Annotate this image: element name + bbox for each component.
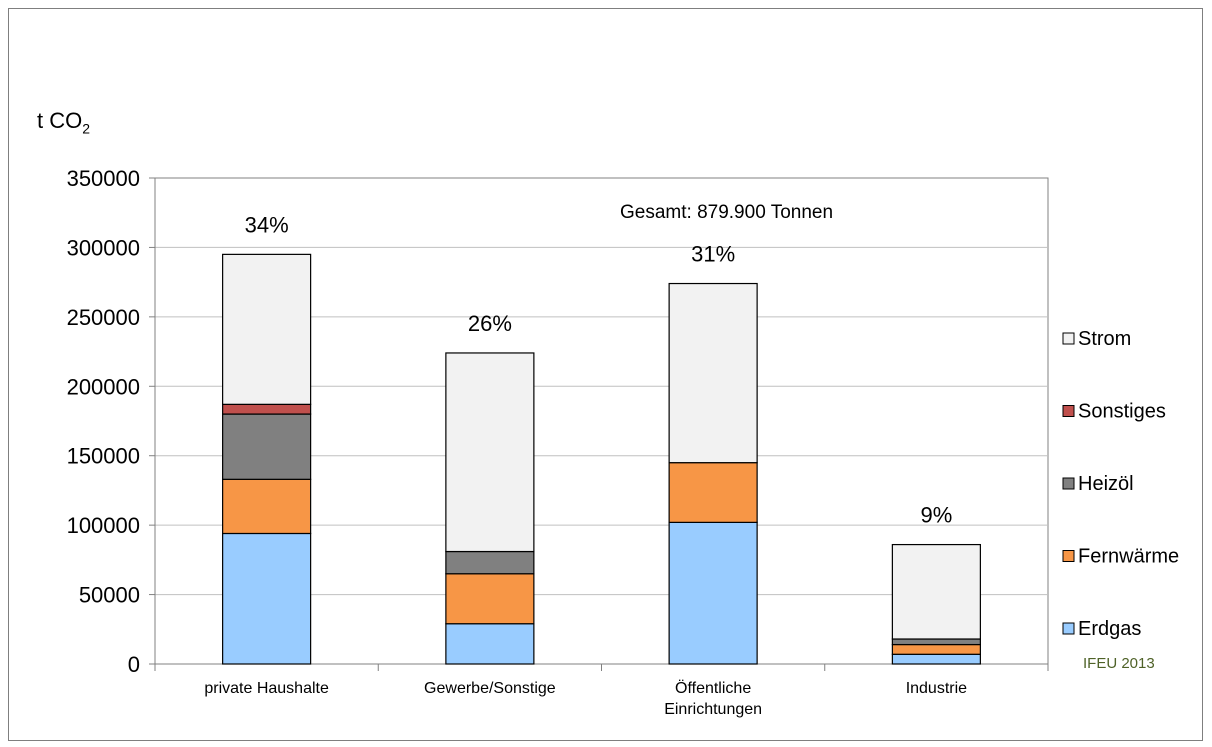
chart-frame [8, 8, 1203, 741]
bar-segment-erdgas [445, 623, 535, 665]
y-tick-label: 150000 [67, 444, 140, 469]
bar-percent-label: 34% [245, 212, 289, 237]
bar-segment-strom [891, 543, 981, 640]
legend-label-erdgas: Erdgas [1078, 618, 1141, 640]
legend-label-heizöl: Heizöl [1078, 473, 1134, 495]
bar-segment-heizöl [891, 638, 981, 646]
bar-segment-strom [222, 253, 312, 405]
x-category-label: Öffentliche [675, 679, 751, 697]
x-category-label: Einrichtungen [664, 701, 762, 718]
x-category-label: Industrie [906, 680, 967, 697]
bar-segment-erdgas [668, 521, 758, 665]
bar-percent-label: 9% [920, 503, 952, 528]
y-tick-label: 200000 [67, 374, 140, 399]
y-axis-label: t CO2 [37, 108, 91, 137]
y-tick-label: 50000 [79, 583, 140, 608]
y-tick-label: 350000 [67, 166, 140, 191]
legend-swatch-heizöl [1062, 477, 1075, 490]
total-annotation: Gesamt: 879.900 Tonnen [620, 202, 834, 223]
legend-label-strom: Strom [1078, 328, 1131, 350]
legend-swatch-fernwärme [1062, 550, 1075, 562]
bar-segment-strom [668, 282, 758, 464]
source-credit: IFEU 2013 [1083, 655, 1155, 672]
legend-swatch-sonstiges [1062, 405, 1075, 417]
x-category-label: Gewerbe/Sonstige [424, 680, 556, 697]
bar-segment-sonstiges [222, 403, 312, 415]
bar-segment-heizöl [222, 413, 312, 480]
y-tick-label: 0 [128, 652, 140, 677]
bar-segment-fernwärme [222, 478, 312, 535]
legend-swatch-erdgas [1062, 622, 1075, 635]
y-tick-label: 300000 [67, 235, 140, 260]
bar-segment-erdgas [222, 532, 312, 665]
bar-segment-fernwärme [445, 573, 535, 625]
y-tick-label: 250000 [67, 305, 140, 330]
legend-label-sonstiges: Sonstiges [1078, 401, 1166, 423]
legend-label-fernwärme: Fernwärme [1078, 546, 1179, 568]
y-tick-label: 100000 [67, 513, 140, 538]
bar-segment-strom [445, 352, 535, 553]
bar-percent-label: 26% [468, 311, 512, 336]
x-category-label: private Haushalte [204, 680, 329, 697]
bar-segment-erdgas [891, 653, 981, 665]
bar-segment-heizöl [445, 550, 535, 575]
bar-segment-fernwärme [891, 643, 981, 655]
legend-swatch-strom [1062, 332, 1075, 345]
bar-percent-label: 31% [691, 242, 735, 267]
bar-segment-fernwärme [668, 462, 758, 523]
